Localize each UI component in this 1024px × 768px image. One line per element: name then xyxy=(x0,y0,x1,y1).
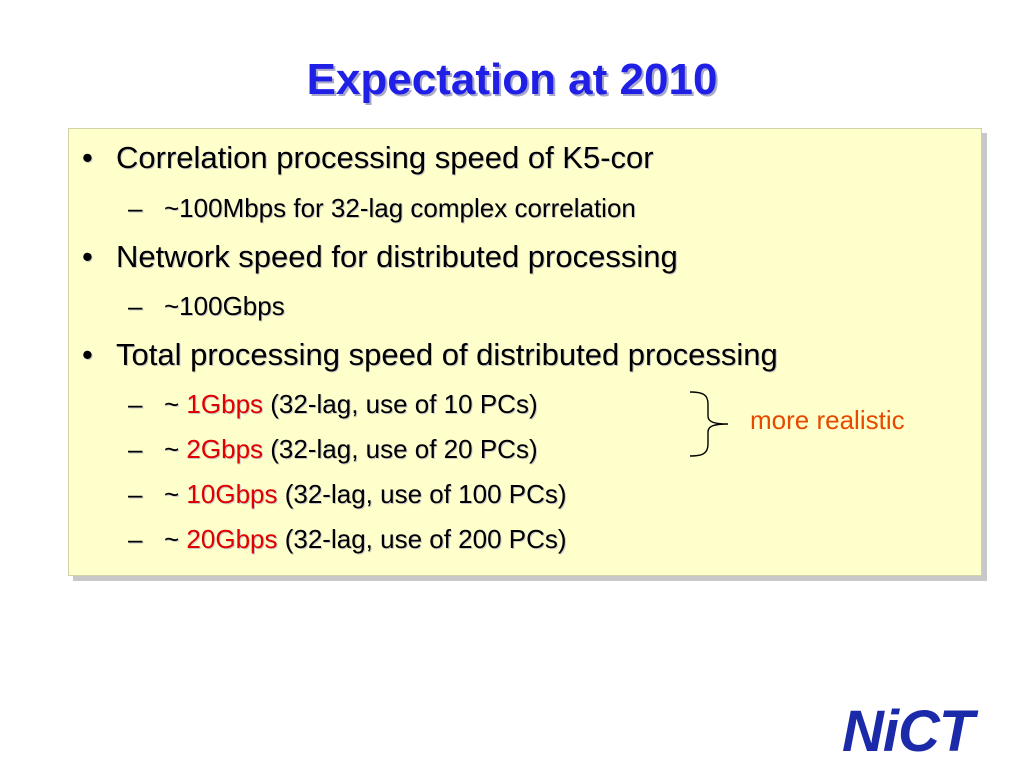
nict-logo: NiCT xyxy=(842,699,974,764)
bullet-item-correlation-speed: • Correlation processing speed of K5-cor xyxy=(82,138,654,178)
dash-marker: – xyxy=(128,434,143,464)
speed-highlight: 10Gbps xyxy=(186,479,278,509)
subitem-prefix: ~ xyxy=(164,524,187,554)
bullet-marker: • xyxy=(82,140,93,175)
bullet-marker: • xyxy=(82,337,93,372)
more-realistic-annotation: more realistic xyxy=(750,405,905,435)
subitem-text: ~100Gbps xyxy=(164,291,285,321)
subitem-2gbps: – ~ 2Gbps (32-lag, use of 20 PCs) xyxy=(128,432,538,466)
subitem-suffix: (32-lag, use of 100 PCs) xyxy=(277,479,567,509)
bullet-marker: • xyxy=(82,239,93,274)
speed-highlight: 2Gbps xyxy=(186,434,264,464)
bullet-text: Total processing speed of distributed pr… xyxy=(116,337,778,372)
subitem-100gbps: – ~100Gbps xyxy=(128,289,285,323)
right-brace-icon xyxy=(689,391,729,457)
subitem-1gbps: – ~ 1Gbps (32-lag, use of 10 PCs) xyxy=(128,387,538,421)
subitem-suffix: (32-lag, use of 200 PCs) xyxy=(277,524,567,554)
dash-marker: – xyxy=(128,524,143,554)
bullet-item-network-speed: • Network speed for distributed processin… xyxy=(82,237,678,277)
dash-marker: – xyxy=(128,479,143,509)
subitem-suffix: (32-lag, use of 10 PCs) xyxy=(263,389,538,419)
speed-highlight: 1Gbps xyxy=(186,389,264,419)
subitem-text: ~100Mbps for 32-lag complex correlation xyxy=(164,193,636,223)
subitem-20gbps: – ~ 20Gbps (32-lag, use of 200 PCs) xyxy=(128,522,567,556)
bullet-text: Correlation processing speed of K5-cor xyxy=(116,140,654,175)
bullet-text: Network speed for distributed processing xyxy=(116,239,678,274)
subitem-prefix: ~ xyxy=(164,479,187,509)
bullet-item-total-speed: • Total processing speed of distributed p… xyxy=(82,335,778,375)
slide-title: Expectation at 2010 xyxy=(306,55,718,104)
subitem-10gbps: – ~ 10Gbps (32-lag, use of 100 PCs) xyxy=(128,477,567,511)
content-box xyxy=(68,128,982,576)
subitem-prefix: ~ xyxy=(164,389,187,419)
subitem-100mbps: – ~100Mbps for 32-lag complex correlation xyxy=(128,191,636,225)
subitem-prefix: ~ xyxy=(164,434,187,464)
subitem-suffix: (32-lag, use of 20 PCs) xyxy=(263,434,538,464)
dash-marker: – xyxy=(128,193,143,223)
speed-highlight: 20Gbps xyxy=(186,524,278,554)
dash-marker: – xyxy=(128,291,143,321)
dash-marker: – xyxy=(128,389,143,419)
